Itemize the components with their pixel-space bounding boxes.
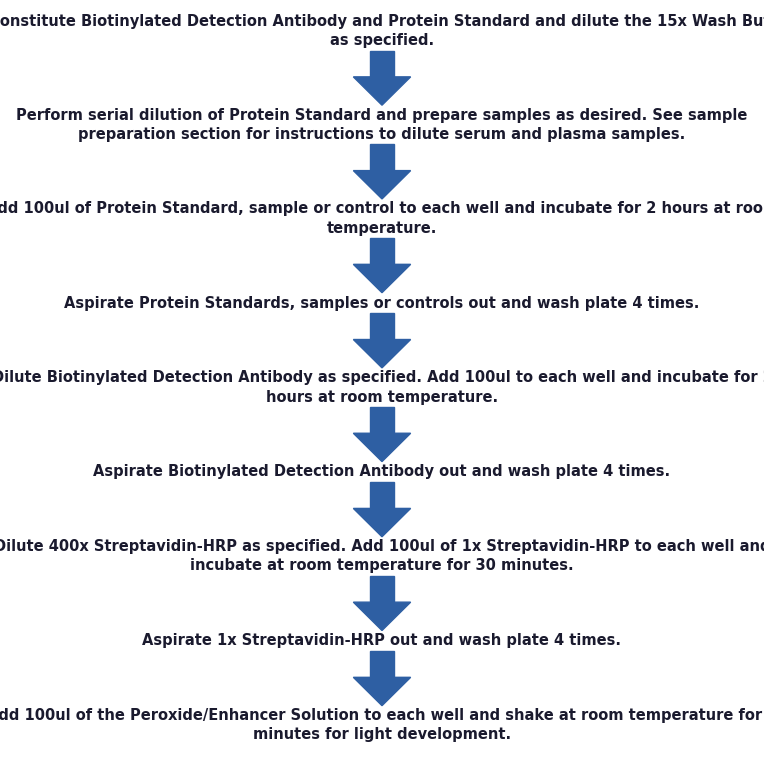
Polygon shape [354, 264, 411, 293]
Text: Aspirate 1x Streptavidin-HRP out and wash plate 4 times.: Aspirate 1x Streptavidin-HRP out and was… [143, 633, 621, 649]
Polygon shape [354, 433, 411, 461]
Polygon shape [370, 238, 394, 264]
Polygon shape [370, 313, 394, 339]
Polygon shape [354, 170, 411, 199]
Text: Reconstitute Biotinylated Detection Antibody and Protein Standard and dilute the: Reconstitute Biotinylated Detection Anti… [0, 14, 764, 48]
Polygon shape [354, 508, 411, 537]
Polygon shape [370, 482, 394, 508]
Text: Dilute Biotinylated Detection Antibody as specified. Add 100ul to each well and : Dilute Biotinylated Detection Antibody a… [0, 371, 764, 405]
Polygon shape [370, 576, 394, 602]
Text: Aspirate Biotinylated Detection Antibody out and wash plate 4 times.: Aspirate Biotinylated Detection Antibody… [93, 465, 671, 480]
Polygon shape [370, 651, 394, 678]
Text: Perform serial dilution of Protein Standard and prepare samples as desired. See : Perform serial dilution of Protein Stand… [16, 108, 748, 142]
Polygon shape [370, 50, 394, 77]
Text: Aspirate Protein Standards, samples or controls out and wash plate 4 times.: Aspirate Protein Standards, samples or c… [64, 296, 700, 310]
Text: Dilute 400x Streptavidin-HRP as specified. Add 100ul of 1x Streptavidin-HRP to e: Dilute 400x Streptavidin-HRP as specifie… [0, 539, 764, 574]
Text: Add 100ul of Protein Standard, sample or control to each well and incubate for 2: Add 100ul of Protein Standard, sample or… [0, 202, 764, 235]
Polygon shape [354, 602, 411, 630]
Polygon shape [354, 77, 411, 105]
Polygon shape [354, 339, 411, 367]
Polygon shape [370, 144, 394, 170]
Polygon shape [354, 678, 411, 706]
Text: Add 100ul of the Peroxide/Enhancer Solution to each well and shake at room tempe: Add 100ul of the Peroxide/Enhancer Solut… [0, 708, 764, 743]
Polygon shape [370, 407, 394, 433]
